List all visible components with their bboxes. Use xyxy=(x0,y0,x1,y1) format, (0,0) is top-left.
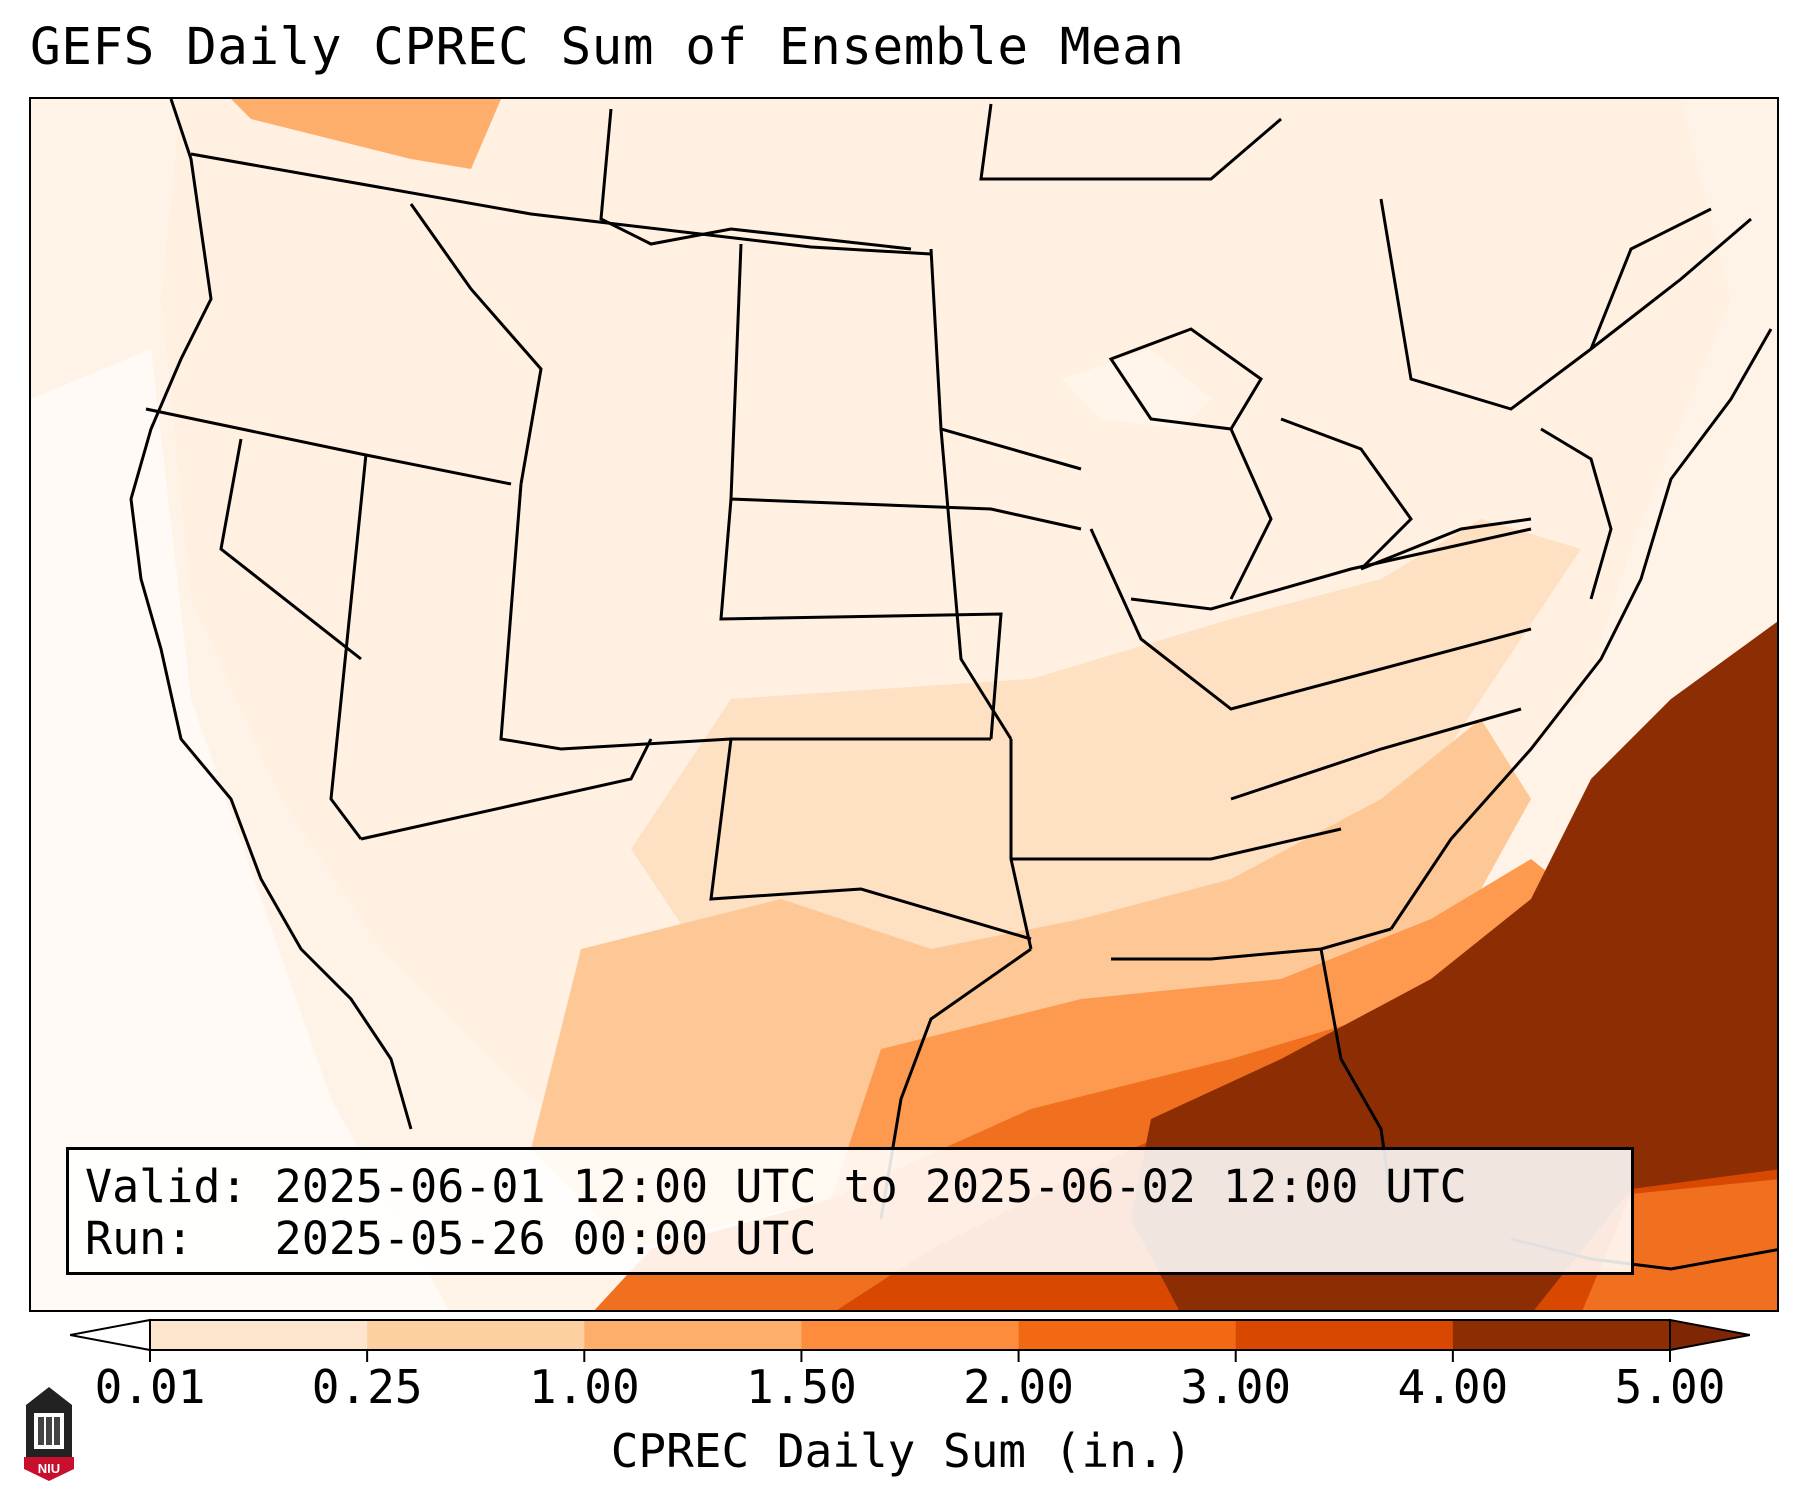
colorbar-title: CPREC Daily Sum (in.) xyxy=(610,1424,1193,1478)
colorbar-segment xyxy=(1018,1320,1237,1350)
colorbar-tick-label: 3.00 xyxy=(1180,1360,1292,1414)
colorbar-segment xyxy=(801,1320,1020,1350)
colorbar-under-arrow xyxy=(70,1318,151,1352)
colorbar-tick-label: 2.00 xyxy=(963,1360,1074,1414)
logo-text: NIU xyxy=(38,1461,60,1476)
colorbar-tick-label: 1.50 xyxy=(746,1360,857,1414)
valid-time-text: Valid: 2025-06-01 12:00 UTC to 2025-06-0… xyxy=(85,1160,1467,1213)
run-time-text: Run: 2025-05-26 00:00 UTC xyxy=(85,1212,817,1265)
colorbar-segment xyxy=(584,1320,802,1350)
colorbar-segment xyxy=(1452,1320,1671,1350)
colorbar-tick-label: 5.00 xyxy=(1614,1360,1726,1414)
colorbar-tick-label: 4.00 xyxy=(1397,1360,1509,1414)
colorbar-over-arrow xyxy=(1669,1318,1750,1352)
colorbar-tick-label: 0.25 xyxy=(311,1360,423,1414)
colorbar-tick-label: 1.00 xyxy=(528,1360,640,1414)
colorbar-segment xyxy=(1235,1320,1454,1350)
map-title: GEFS Daily CPREC Sum of Ensemble Mean xyxy=(30,18,1185,77)
valid-info-box: Valid: 2025-06-01 12:00 UTC to 2025-06-0… xyxy=(66,1147,1634,1275)
colorbar xyxy=(70,1318,1750,1362)
colorbar-segment xyxy=(150,1320,368,1350)
colorbar-tick-label: 0.01 xyxy=(94,1360,206,1414)
map-canvas xyxy=(31,99,1777,1310)
niu-logo-icon: NIU xyxy=(24,1387,74,1481)
colorbar-segment xyxy=(367,1320,585,1350)
precip-map xyxy=(29,97,1779,1312)
